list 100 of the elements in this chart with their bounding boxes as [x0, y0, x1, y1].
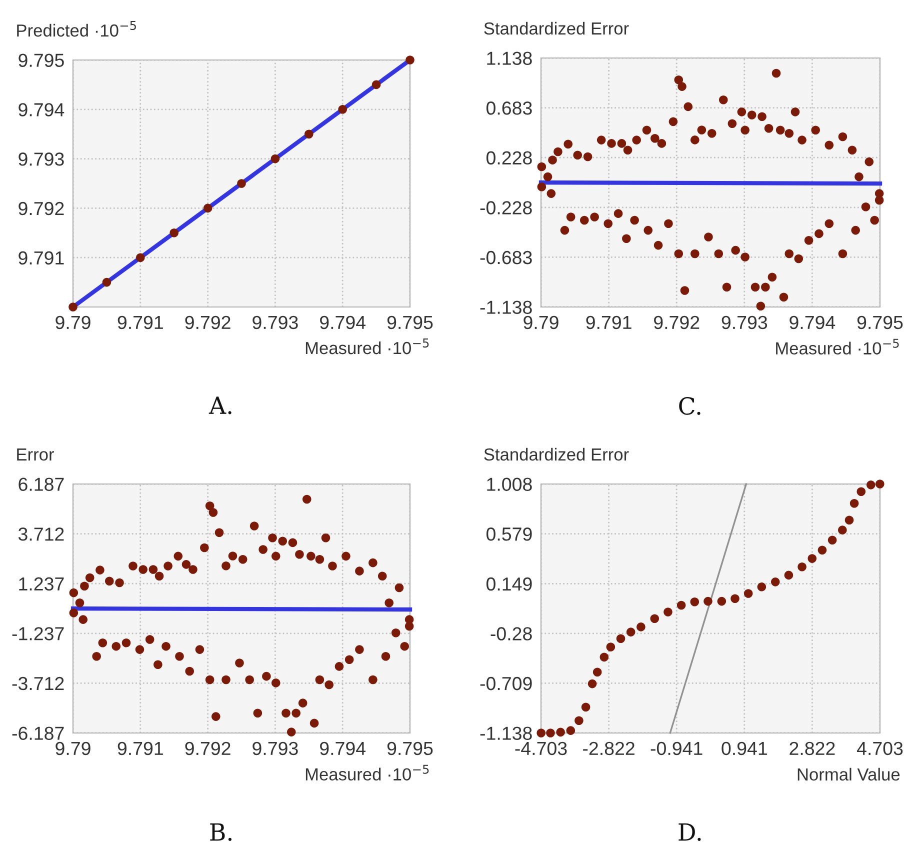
- point: [838, 526, 847, 534]
- point: [650, 614, 660, 623]
- text: D.: [678, 823, 701, 841]
- x-tick-label: 9.791: [118, 316, 163, 330]
- point: [844, 516, 854, 524]
- point: [588, 679, 597, 688]
- point: [536, 728, 546, 738]
- point: [856, 487, 866, 496]
- y-tick-label: 9.794: [18, 103, 64, 116]
- y-axis-title: Standardized Error: [484, 448, 629, 461]
- y-axis-title: Predicted ·10$^{−5}$: [17, 21, 136, 37]
- x-tick-label: 0.941: [722, 742, 767, 756]
- y-axis-title: Error: [17, 448, 54, 461]
- y-tick-label: -1.138: [480, 726, 532, 740]
- y-tick-label: 9.792: [18, 202, 64, 216]
- x-tick-label: 2.822: [790, 742, 835, 756]
- point: [744, 589, 753, 598]
- point: [556, 728, 565, 737]
- x-tick-label: 9.794: [790, 316, 836, 330]
- x-tick-label: 9.792: [185, 316, 230, 330]
- y-tick-label: 0.683: [486, 101, 532, 115]
- y-tick-label: 9.791: [18, 251, 64, 265]
- y-tick-label: 3.712: [18, 528, 64, 541]
- x-tick-label: 9.791: [118, 742, 163, 756]
- point: [828, 536, 837, 545]
- text: C.: [679, 397, 700, 415]
- text: A.: [208, 396, 232, 414]
- x-tick-label: 9.792: [654, 316, 700, 330]
- point: [237, 179, 246, 188]
- x-tick-label: 9.795: [387, 742, 433, 756]
- x-axis-title: Measured ·10$^{−5}$: [776, 338, 899, 354]
- point: [372, 80, 381, 90]
- x-axis-title: Normal Value: [798, 768, 900, 781]
- x-tick-label: -4.703: [515, 742, 567, 756]
- y-tick-label: -0.228: [480, 201, 532, 214]
- y-tick-label: 1.237: [19, 577, 64, 591]
- point: [136, 253, 145, 262]
- point: [592, 668, 602, 676]
- point: [757, 582, 766, 592]
- x-tick-label: 9.795: [387, 316, 433, 330]
- point: [770, 578, 780, 586]
- point: [406, 56, 414, 64]
- x-tick-label: 9.79: [56, 742, 90, 756]
- point: [574, 716, 584, 725]
- y-tick-label: 0.579: [486, 527, 532, 541]
- x-tick-label: -0.941: [650, 742, 702, 756]
- y-tick-label: -0.709: [480, 676, 532, 690]
- point: [730, 594, 740, 604]
- point: [68, 302, 78, 312]
- point: [850, 498, 859, 508]
- point: [338, 105, 347, 114]
- x-tick-label: 9.793: [722, 316, 768, 330]
- point: [203, 204, 212, 213]
- x-tick-label: -2.822: [583, 742, 634, 756]
- x-tick-label: 9.793: [252, 742, 298, 756]
- y-tick-label: -0.28: [490, 627, 532, 640]
- x-axis-title: Measured ·10$^{−5}$: [306, 338, 429, 354]
- x-tick-label: 9.792: [185, 742, 230, 756]
- y-tick-label: 0.228: [486, 151, 532, 165]
- point: [170, 228, 178, 238]
- point: [270, 154, 280, 164]
- point: [866, 480, 876, 490]
- y-tick-label: 1.008: [487, 478, 532, 491]
- y-tick-label: 6.187: [18, 478, 64, 491]
- x-tick-label: 9.79: [56, 316, 90, 330]
- x-tick-label: 9.793: [252, 316, 298, 330]
- y-tick-label: 9.793: [18, 152, 64, 166]
- y-tick-label: -1.138: [480, 300, 532, 314]
- x-tick-label: 4.703: [856, 742, 903, 756]
- y-tick-label: -1.237: [12, 627, 64, 640]
- y-tick-label: -0.683: [480, 250, 532, 264]
- x-axis-title: Measured ·10$^{−5}$: [306, 764, 429, 780]
- x-tick-label: 9.795: [857, 316, 903, 330]
- point: [704, 596, 712, 606]
- point: [626, 628, 636, 636]
- point: [566, 726, 576, 735]
- point: [690, 597, 700, 606]
- x-tick-label: 9.794: [320, 316, 366, 330]
- point: [606, 642, 616, 652]
- text: B.: [210, 823, 232, 841]
- x-tick-label: 9.79: [524, 316, 558, 330]
- point: [616, 634, 626, 644]
- point: [798, 562, 806, 572]
- point: [784, 570, 794, 580]
- x-tick-label: 9.794: [320, 742, 366, 756]
- point: [664, 608, 672, 616]
- point: [808, 554, 817, 563]
- point: [546, 728, 555, 738]
- y-tick-label: 9.795: [18, 54, 64, 67]
- y-tick-label: 0.149: [486, 577, 532, 591]
- point: [818, 546, 827, 555]
- point: [636, 622, 646, 632]
- point: [876, 480, 884, 488]
- point: [304, 130, 314, 138]
- y-axis-title: Standardized Error: [484, 22, 629, 35]
- point: [102, 278, 112, 287]
- point: [600, 652, 609, 662]
- x-tick-label: 9.791: [586, 316, 632, 330]
- point: [581, 702, 590, 712]
- point: [676, 600, 686, 610]
